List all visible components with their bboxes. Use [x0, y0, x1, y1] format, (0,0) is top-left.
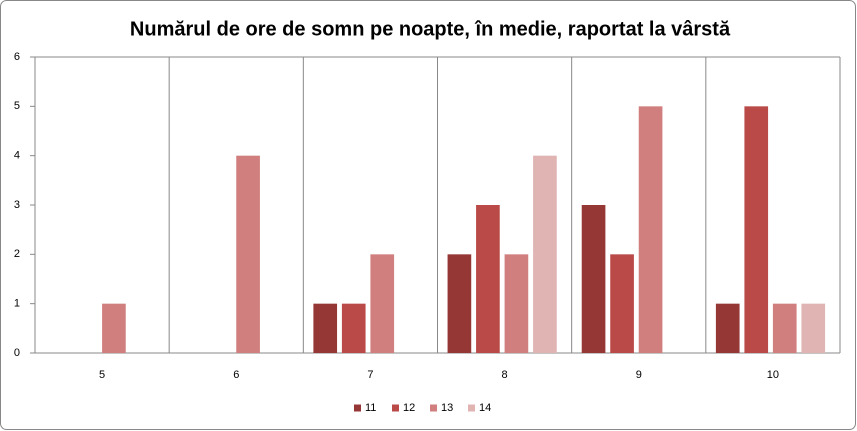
- legend-swatch: [354, 404, 361, 412]
- bar: [638, 106, 663, 353]
- legend-label: 11: [365, 402, 376, 414]
- bar: [236, 155, 260, 353]
- legend-label: 12: [403, 402, 415, 414]
- chart-title: Numărul de ore de somn pe noapte, în med…: [130, 18, 731, 40]
- bar: [476, 205, 500, 353]
- y-tick-label: 6: [14, 51, 20, 63]
- bar: [341, 303, 366, 353]
- bar: [744, 106, 769, 353]
- x-tick-label: 7: [367, 369, 373, 381]
- y-tick-label: 2: [14, 248, 20, 260]
- x-tick-label: 8: [502, 369, 508, 381]
- y-tick-label: 4: [14, 150, 20, 162]
- bar: [581, 205, 606, 353]
- bar: [772, 303, 797, 353]
- x-tick-label: 10: [767, 369, 779, 381]
- x-tick-label: 9: [636, 369, 642, 381]
- bar: [447, 254, 472, 353]
- bar: [533, 155, 557, 353]
- y-tick-label: 1: [14, 298, 20, 310]
- bar: [610, 254, 634, 353]
- bar: [102, 303, 126, 353]
- bar: [801, 303, 826, 353]
- legend-label: 13: [441, 402, 453, 414]
- y-tick-label: 3: [14, 199, 20, 211]
- bar: [313, 303, 338, 353]
- x-tick-label: 5: [99, 369, 105, 381]
- bar: [370, 254, 395, 353]
- legend-swatch: [392, 404, 399, 412]
- y-tick-label: 0: [14, 347, 20, 359]
- bar: [715, 303, 740, 353]
- legend-label: 14: [479, 402, 491, 414]
- legend-swatch: [430, 404, 437, 412]
- bar: [504, 254, 529, 353]
- y-tick-label: 5: [14, 100, 20, 112]
- x-tick-label: 6: [233, 369, 239, 381]
- legend-swatch: [468, 404, 475, 412]
